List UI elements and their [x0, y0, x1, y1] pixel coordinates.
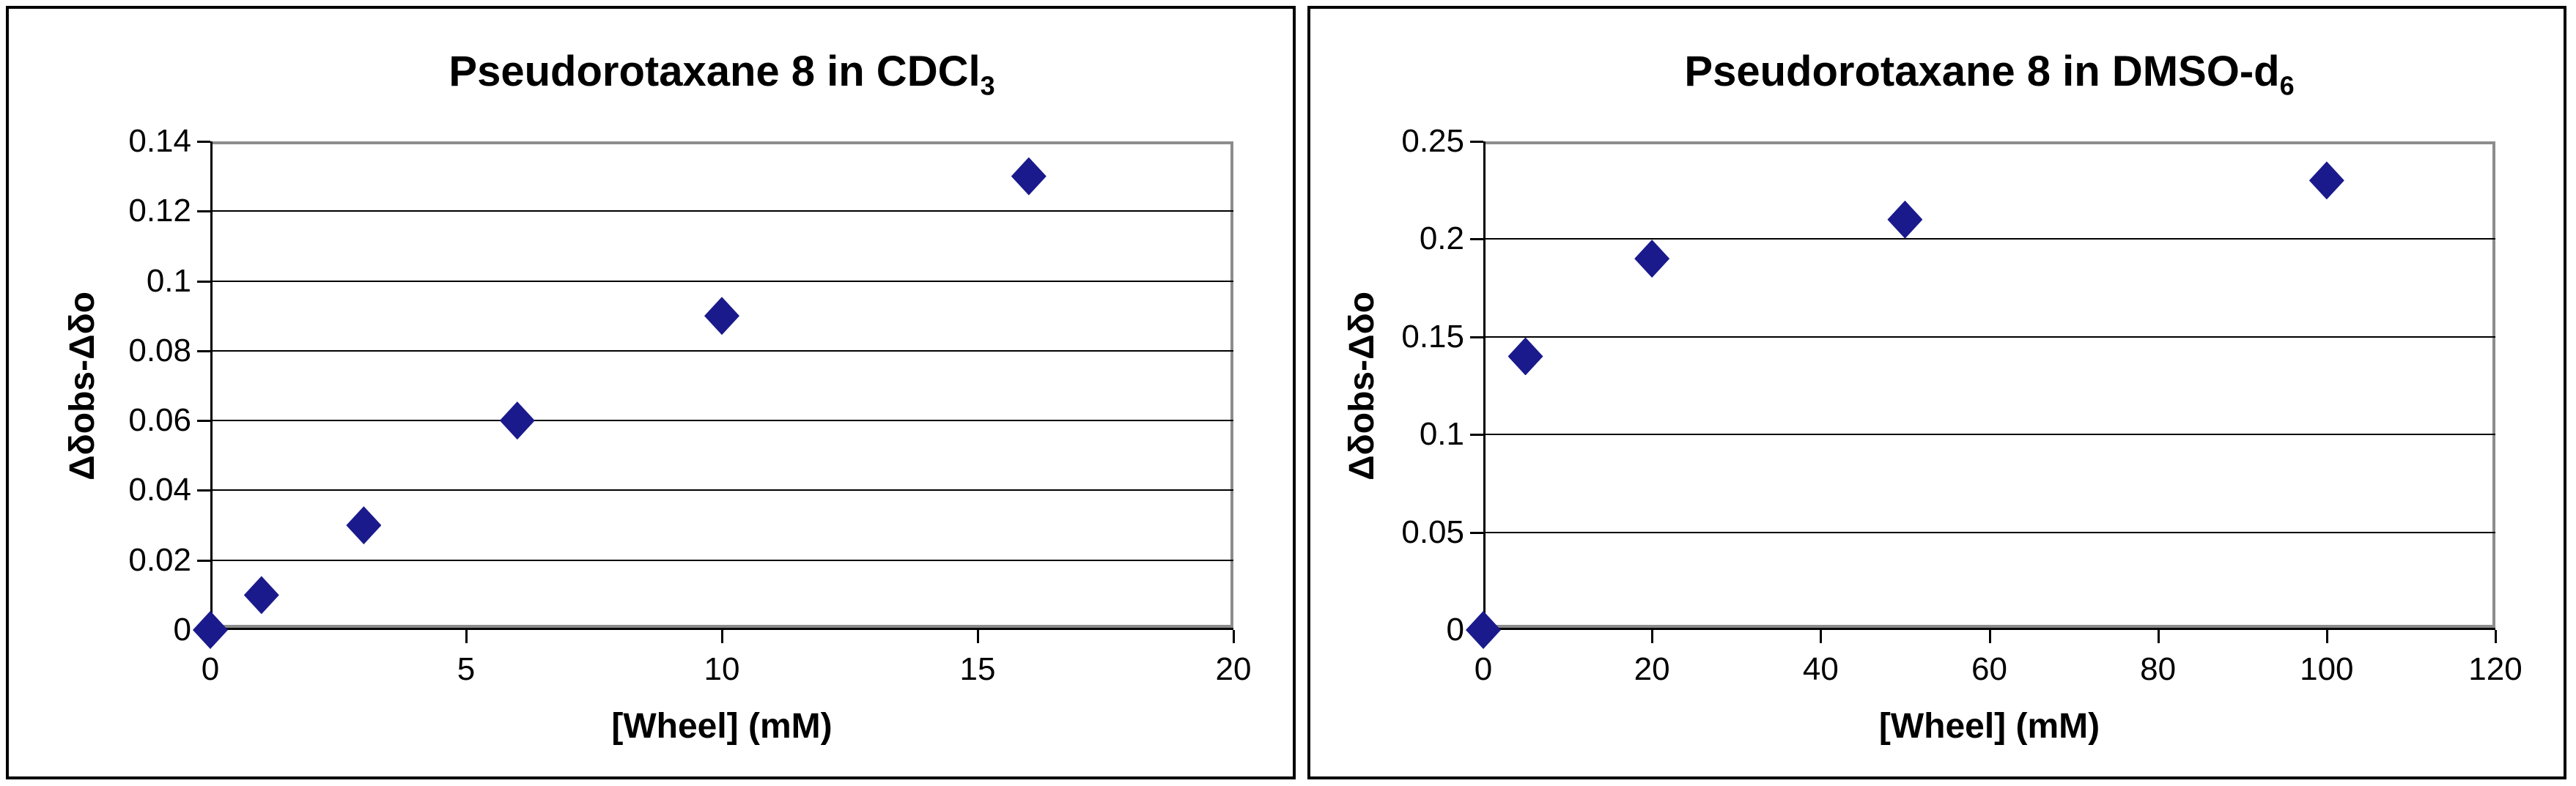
y-tick [1470, 238, 1483, 241]
chart-title: Pseudorotaxane 8 in DMSO-d6 [1483, 47, 2495, 102]
x-tick-label: 20 [1634, 651, 1670, 687]
plot-border-top [210, 141, 1233, 144]
y-tick-label: 0.15 [1401, 318, 1464, 355]
data-point-marker [1011, 157, 1047, 196]
x-tick [465, 630, 468, 643]
y-tick [197, 210, 210, 213]
gridline [1483, 335, 2495, 338]
x-axis-title: [Wheel] (mM) [1878, 707, 2100, 746]
plot-area: 0 0.02 0.04 0.06 0.08 0.1 0.12 0.14 0 5 10 15 20 [128, 125, 1251, 686]
plot-border-top [1483, 141, 2495, 144]
data-point-marker [1887, 200, 1923, 239]
y-tick-label: 0.08 [128, 332, 191, 368]
chart-title-subscript: 6 [2279, 70, 2295, 101]
chart-title: Pseudorotaxane 8 in CDCl3 [210, 47, 1233, 102]
x-tick-label: 80 [2140, 651, 2177, 687]
x-tick [977, 630, 979, 643]
gridline [210, 559, 1233, 561]
x-tick-label: 10 [704, 651, 740, 687]
y-tick-label: 0.04 [128, 472, 191, 508]
y-tick-label: 0.1 [1419, 416, 1464, 453]
y-tick-label: 0 [1446, 612, 1464, 648]
x-axis-line [210, 628, 1233, 630]
data-point-marker [1466, 611, 1501, 649]
gridline [1483, 434, 2495, 436]
x-tick [1820, 630, 1823, 643]
data-point-marker [1634, 240, 1670, 278]
y-tick-label: 0.06 [128, 402, 191, 439]
gridline [1483, 238, 2495, 240]
plot-border-bottom [210, 625, 1233, 628]
x-tick [2157, 630, 2160, 643]
x-tick [2495, 630, 2497, 643]
plot-border-bottom [1483, 625, 2495, 628]
gridline [210, 420, 1233, 422]
data-point-marker [346, 506, 382, 545]
chart-title-text: Pseudorotaxane 8 in DMSO-d [1684, 48, 2280, 95]
x-tick [721, 630, 723, 643]
gridline [210, 210, 1233, 212]
data-point-marker [193, 611, 228, 649]
data-point-marker [243, 576, 279, 615]
x-tick [1651, 630, 1654, 643]
y-tick-label: 0 [173, 612, 191, 648]
y-tick [197, 559, 210, 562]
y-tick-label: 0.05 [1401, 514, 1464, 550]
plot-area: 0 0.05 0.1 0.15 0.2 0.25 0 20 40 60 80 100 120 [1401, 125, 2522, 686]
y-tick [1470, 434, 1483, 437]
x-tick-label: 120 [2468, 651, 2523, 687]
y-tick [197, 420, 210, 423]
gridline [210, 349, 1233, 352]
x-tick-label: 5 [457, 651, 476, 687]
data-point-marker [499, 401, 535, 440]
data-point-marker [704, 297, 739, 335]
y-tick-label: 0.25 [1401, 123, 1464, 159]
gridline [1483, 531, 2495, 533]
y-tick-label: 0.2 [1419, 220, 1464, 257]
x-tick-label: 20 [1215, 651, 1252, 687]
y-tick [197, 489, 210, 492]
x-tick-label: 60 [1971, 651, 2007, 687]
y-tick-label: 0.02 [128, 541, 191, 578]
plot-border-right [2492, 141, 2495, 630]
data-point-marker [2309, 161, 2344, 200]
x-axis-title: [Wheel] (mM) [611, 707, 833, 746]
x-tick-label: 0 [1474, 651, 1493, 687]
chart-title-subscript: 3 [980, 70, 995, 101]
y-tick [197, 349, 210, 352]
y-tick-label: 0.14 [128, 123, 191, 159]
x-tick-label: 0 [201, 651, 220, 687]
y-tick-label: 0.12 [128, 193, 191, 229]
y-tick-label: 0.1 [146, 262, 191, 299]
x-tick [1988, 630, 1991, 643]
y-axis-line [1483, 141, 1486, 630]
y-tick [197, 141, 210, 143]
x-tick-label: 100 [2300, 651, 2354, 687]
x-axis-line [1483, 628, 2495, 630]
y-tick [1470, 141, 1483, 143]
y-axis-title: Δδobs-Δδo [1342, 291, 1381, 481]
chart-panel-cdcl3: Pseudorotaxane 8 in CDCl3 Δδobs-Δδo 0 0.0… [6, 6, 1296, 779]
x-tick [1233, 630, 1235, 643]
x-tick [2325, 630, 2328, 643]
y-axis-line [210, 141, 213, 630]
y-tick [1470, 335, 1483, 338]
y-tick [197, 280, 210, 283]
y-tick [1470, 531, 1483, 534]
plot-border-right [1230, 141, 1233, 630]
gridline [210, 489, 1233, 492]
x-tick-label: 40 [1802, 651, 1839, 687]
data-point-marker [1507, 337, 1543, 376]
x-tick-label: 15 [959, 651, 996, 687]
gridline [210, 280, 1233, 282]
chart-title-text: Pseudorotaxane 8 in CDCl [449, 48, 981, 95]
